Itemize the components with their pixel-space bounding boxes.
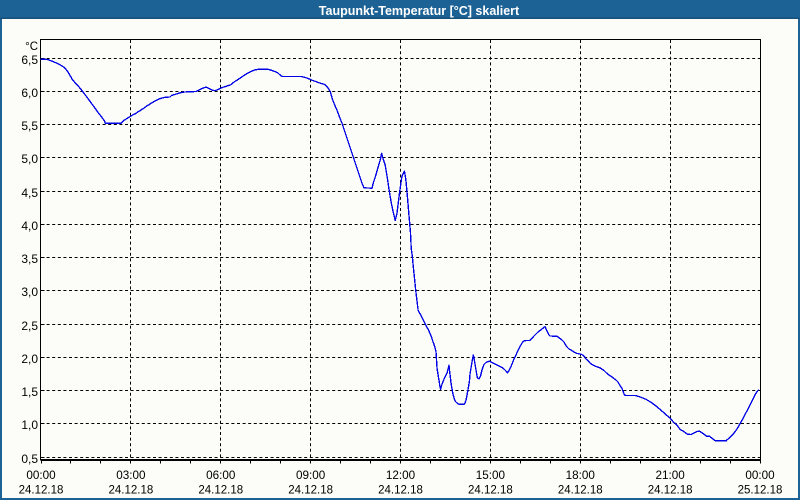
svg-text:6,0: 6,0	[21, 86, 38, 100]
svg-text:5,5: 5,5	[21, 119, 38, 133]
svg-text:3,0: 3,0	[21, 285, 38, 299]
svg-text:6,5: 6,5	[21, 53, 38, 67]
svg-text:06:00: 06:00	[206, 469, 236, 482]
svg-text:12:00: 12:00	[386, 469, 416, 482]
svg-text:0,5: 0,5	[21, 452, 38, 466]
svg-text:24.12.18: 24.12.18	[378, 485, 423, 497]
svg-text:Taupunkt-Temperatur [°C] skali: Taupunkt-Temperatur [°C] skaliert	[319, 4, 520, 18]
svg-text:24.12.18: 24.12.18	[558, 485, 603, 497]
svg-text:4,5: 4,5	[21, 186, 38, 200]
svg-text:00:00: 00:00	[26, 469, 56, 482]
svg-text:18:00: 18:00	[566, 469, 596, 482]
svg-text:15:00: 15:00	[476, 469, 506, 482]
svg-text:24.12.18: 24.12.18	[19, 485, 64, 497]
svg-text:03:00: 03:00	[116, 469, 146, 482]
svg-text:1,5: 1,5	[21, 385, 38, 399]
svg-text:24.12.18: 24.12.18	[288, 485, 333, 497]
svg-text:24.12.18: 24.12.18	[108, 485, 153, 497]
svg-text:00:00: 00:00	[745, 469, 775, 482]
svg-text:°C: °C	[25, 41, 38, 53]
svg-text:2,5: 2,5	[21, 319, 38, 333]
svg-text:24.12.18: 24.12.18	[198, 485, 243, 497]
svg-text:09:00: 09:00	[296, 469, 326, 482]
svg-text:1,0: 1,0	[21, 418, 38, 432]
svg-text:24.12.18: 24.12.18	[648, 485, 693, 497]
svg-text:25.12.18: 25.12.18	[738, 485, 783, 497]
svg-text:3,5: 3,5	[21, 252, 38, 266]
svg-text:24.12.18: 24.12.18	[468, 485, 513, 497]
svg-text:2,0: 2,0	[21, 352, 38, 366]
svg-text:21:00: 21:00	[655, 469, 685, 482]
svg-text:5,0: 5,0	[21, 152, 38, 166]
svg-text:4,0: 4,0	[21, 219, 38, 233]
